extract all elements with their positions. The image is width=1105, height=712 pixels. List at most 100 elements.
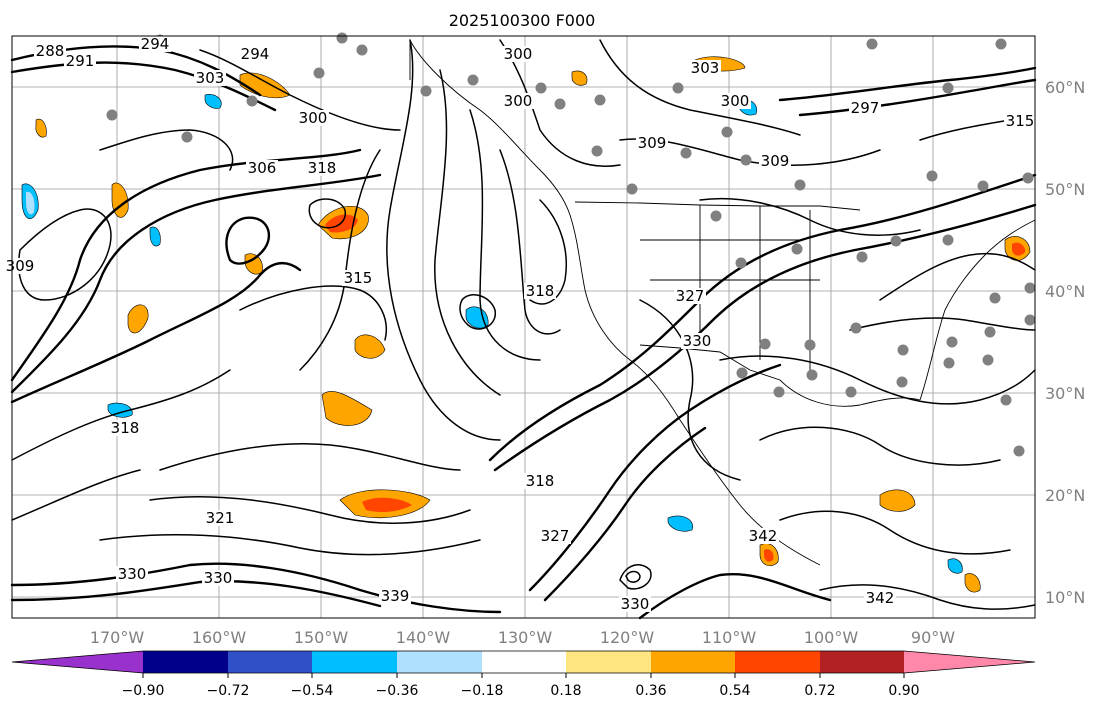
isentrope-contours-thin xyxy=(11,39,1036,610)
observation-dot xyxy=(336,32,348,44)
observation-dot xyxy=(982,354,994,366)
colorbar-extend-high xyxy=(904,651,1035,673)
longitude-label: 170°W xyxy=(90,628,145,647)
observation-dot xyxy=(984,326,996,338)
isentrope-contour xyxy=(639,299,741,481)
contour-label: 327 xyxy=(676,287,705,305)
observation-dot xyxy=(942,234,954,246)
isentrope-contour xyxy=(18,208,112,301)
contour-label: 330 xyxy=(118,565,147,583)
observation-dot xyxy=(735,257,747,269)
isentrope-contour xyxy=(308,198,346,229)
longitude-label: 150°W xyxy=(294,628,349,647)
observation-dot xyxy=(680,147,692,159)
colorbar-segment xyxy=(397,651,482,673)
observation-dot xyxy=(313,67,325,79)
isentrope-contour xyxy=(11,469,141,521)
us-mexico-border xyxy=(639,344,781,381)
observation-dot xyxy=(946,336,958,348)
observation-dot xyxy=(806,369,818,381)
negative-patch xyxy=(204,94,222,109)
contour-label-background xyxy=(379,588,411,604)
isentrope-contour xyxy=(528,363,782,592)
isentrope-contour xyxy=(99,129,234,171)
observation-dot xyxy=(897,344,909,356)
isentrope-contour xyxy=(493,203,1037,472)
contour-label: 318 xyxy=(526,282,555,300)
figure-title: 2025100300 F000 xyxy=(449,11,596,30)
contour-label: 288 xyxy=(36,42,65,60)
colorbar-tick-label: −0.54 xyxy=(291,683,334,699)
isentrope-contour xyxy=(599,39,801,136)
negative-patch xyxy=(667,515,693,532)
latitude-label: 50°N xyxy=(1045,180,1085,199)
contour-label-background xyxy=(109,420,141,436)
observation-dot xyxy=(246,95,258,107)
contour-label: 330 xyxy=(204,569,233,587)
colorbar-tick-label: −0.18 xyxy=(461,683,504,699)
observation-dot xyxy=(1024,282,1036,294)
longitude-labels: 170°W 160°W 150°W 140°W 130°W 120°W 110°W 100°W… xyxy=(90,628,955,647)
contour-label-background xyxy=(64,53,96,69)
observation-dot xyxy=(989,292,1001,304)
coastlines-and-borders xyxy=(409,39,1036,566)
gulf-of-mexico-coast xyxy=(779,379,921,407)
observation-dot xyxy=(721,126,733,138)
observation-dot xyxy=(672,82,684,94)
positive-core-patch xyxy=(1012,242,1026,256)
isentrope-contour xyxy=(879,252,1036,301)
colorbar-segment xyxy=(651,651,735,673)
contour-label: 303 xyxy=(196,69,225,87)
latitude-label: 20°N xyxy=(1045,486,1085,505)
observation-dot xyxy=(759,338,771,350)
isentrope-contour xyxy=(499,39,621,167)
contour-label-background xyxy=(502,93,534,109)
contour-label-background xyxy=(139,36,171,52)
contour-label-background xyxy=(849,100,881,116)
negative-patch xyxy=(465,306,489,329)
isentrope-contour xyxy=(619,564,652,590)
contour-label-background xyxy=(116,566,148,582)
observation-dot xyxy=(995,38,1007,50)
contour-label-background xyxy=(539,528,571,544)
contour-label: 318 xyxy=(526,472,555,490)
contour-label-background xyxy=(689,60,721,76)
contour-label: 318 xyxy=(308,159,337,177)
contour-label: 330 xyxy=(683,332,712,350)
contour-label-background xyxy=(681,333,713,349)
longitude-label: 160°W xyxy=(192,628,247,647)
longitude-label: 90°W xyxy=(911,628,955,647)
contour-label-background xyxy=(674,288,706,304)
positive-patch xyxy=(321,391,373,426)
contour-label: 339 xyxy=(381,587,410,605)
latitude-label: 30°N xyxy=(1045,384,1085,403)
colorbar-tick-label: 0.36 xyxy=(635,683,666,699)
contour-label-background xyxy=(759,153,791,169)
isentrope-contour xyxy=(10,261,302,404)
positive-core-patch xyxy=(362,497,412,513)
observation-dot xyxy=(942,82,954,94)
isentrope-contour xyxy=(469,109,541,361)
contour-label-background xyxy=(1004,113,1036,129)
contour-label: 342 xyxy=(749,527,778,545)
positive-patch xyxy=(964,573,981,593)
isentrope-contour xyxy=(499,149,561,335)
contour-label: 315 xyxy=(344,269,373,287)
contour-label-background xyxy=(524,473,556,489)
contour-label: 315 xyxy=(1006,112,1035,130)
isentrope-contour xyxy=(625,570,641,583)
contour-label: 300 xyxy=(504,92,533,110)
contour-label: 306 xyxy=(248,159,277,177)
state-boundaries xyxy=(640,205,820,380)
contour-label-background xyxy=(719,93,751,109)
negative-patch xyxy=(947,558,963,574)
isentrope-contour xyxy=(239,285,387,341)
observation-dot xyxy=(591,145,603,157)
observation-dot xyxy=(535,82,547,94)
isentrope-contour xyxy=(798,78,1037,117)
observation-dot xyxy=(356,44,368,56)
observation-dot xyxy=(736,367,748,379)
latitude-label: 60°N xyxy=(1045,78,1085,97)
isentrope-contour xyxy=(459,294,496,330)
longitude-label: 100°W xyxy=(804,628,859,647)
